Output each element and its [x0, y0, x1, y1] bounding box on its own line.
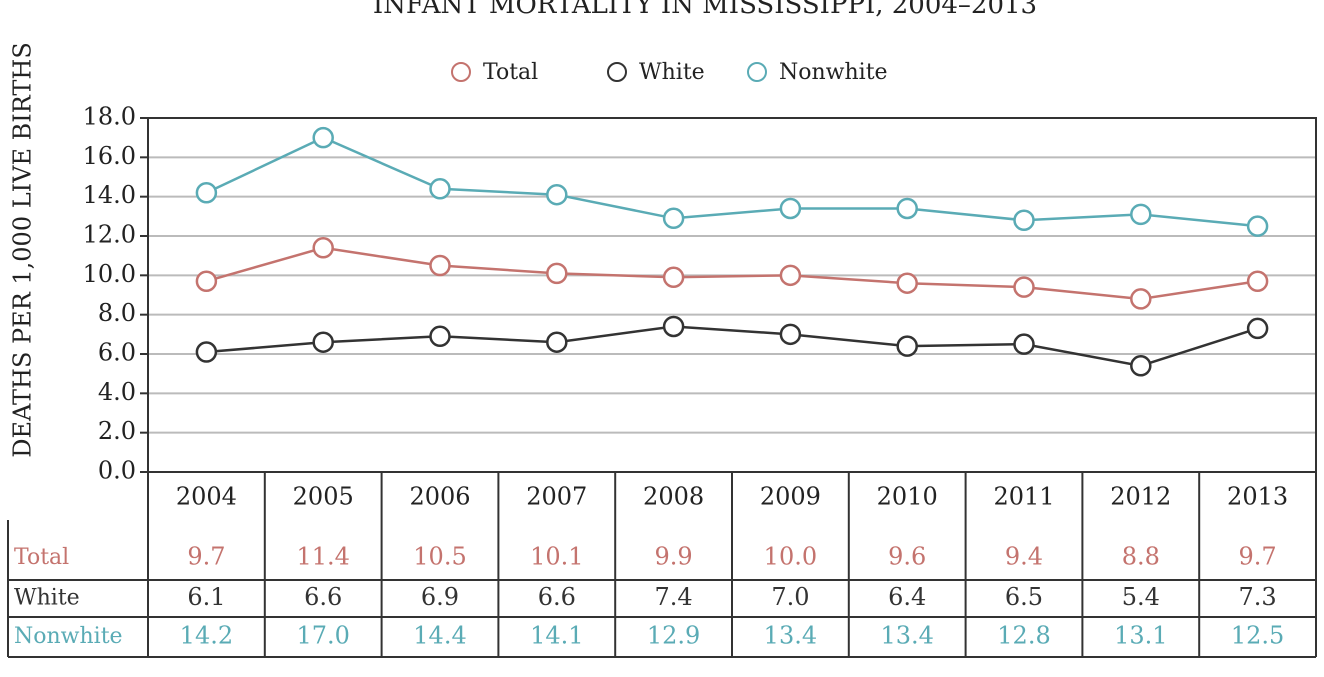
data-point [1130, 203, 1152, 226]
y-tick-label: 16.0 [83, 142, 136, 170]
table-cell: 10.0 [764, 543, 817, 571]
data-point [1013, 333, 1035, 355]
data-point [662, 207, 685, 230]
series-line [206, 325, 1258, 368]
table-row-label: Total [14, 545, 69, 570]
x-tick-label: 2012 [1110, 483, 1171, 511]
data-point [429, 325, 451, 348]
y-tick-label: 4.0 [98, 378, 136, 406]
table-cell: 5.4 [1122, 583, 1160, 611]
table-cell: 13.1 [1114, 622, 1167, 650]
data-point [195, 341, 218, 363]
table-cell: 10.1 [530, 543, 583, 571]
series-line [206, 246, 1258, 301]
table-cell: 9.4 [1005, 543, 1043, 571]
table-cell: 14.4 [413, 622, 466, 650]
legend-marker [607, 62, 627, 82]
table-cell: 12.8 [997, 622, 1050, 650]
data-point [896, 335, 918, 357]
table-cell: 6.6 [304, 583, 342, 611]
table-cell: 7.3 [1239, 583, 1277, 611]
table-cell: 6.6 [538, 583, 576, 611]
table-cell: 8.8 [1122, 543, 1160, 571]
table-cell: 7.4 [655, 583, 693, 611]
data-point [546, 183, 568, 206]
table-cell: 14.2 [180, 622, 233, 650]
table-cell: 6.5 [1005, 583, 1043, 611]
legend-marker [747, 62, 767, 82]
y-tick-label: 18.0 [83, 103, 136, 131]
data-point [429, 178, 451, 200]
y-tick-label: 14.0 [83, 181, 136, 209]
table-cell: 6.1 [187, 583, 225, 611]
table-cell: 12.5 [1231, 622, 1284, 650]
data-point [896, 197, 918, 220]
table-cell: 9.6 [888, 543, 926, 571]
data-point [1246, 270, 1269, 292]
x-tick-label: 2005 [293, 483, 354, 511]
x-tick-label: 2011 [993, 483, 1054, 511]
data-point [312, 331, 334, 353]
data-point [779, 264, 802, 287]
legend-label: Nonwhite [779, 60, 888, 85]
data-point [546, 262, 568, 285]
data-point [1246, 215, 1269, 237]
table-cell: 9.7 [1239, 543, 1277, 571]
data-point [779, 197, 802, 220]
x-tick-label: 2004 [176, 483, 237, 511]
y-tick-label: 2.0 [98, 417, 136, 445]
y-tick-label: 6.0 [98, 339, 136, 367]
table-cell: 11.4 [296, 543, 349, 571]
data-point [1130, 288, 1152, 310]
data-point [779, 323, 802, 346]
table-cell: 17.0 [296, 622, 349, 650]
table-cell: 7.0 [771, 583, 809, 611]
table-cell: 9.7 [187, 543, 225, 571]
data-point [546, 331, 568, 353]
table-cell: 14.1 [530, 622, 583, 650]
y-tick-label: 12.0 [83, 221, 136, 249]
y-axis-label: DEATHS PER 1,000 LIVE BIRTHS [9, 42, 37, 458]
legend-marker [451, 62, 471, 82]
x-tick-label: 2009 [760, 483, 821, 511]
data-point [429, 254, 451, 277]
data-point [1130, 355, 1152, 377]
legend-label: White [639, 60, 705, 85]
table-cell: 13.4 [880, 622, 933, 650]
x-tick-label: 2006 [409, 483, 470, 511]
table-cell: 6.9 [421, 583, 459, 611]
data-point [195, 181, 218, 204]
x-tick-label: 2013 [1227, 483, 1288, 511]
data-point [195, 270, 218, 292]
data-point [662, 266, 685, 289]
table-cell: 10.5 [413, 543, 466, 571]
x-tick-label: 2010 [877, 483, 938, 511]
chart-title: INFANT MORTALITY IN MISSISSIPPI, 2004–20… [373, 0, 1037, 20]
data-point [312, 237, 334, 259]
table-cell: 12.9 [647, 622, 700, 650]
table-row-label: Nonwhite [14, 624, 123, 649]
series-line [205, 136, 1258, 228]
table-cell: 13.4 [764, 622, 817, 650]
y-tick-label: 0.0 [98, 457, 136, 485]
data-point [1013, 209, 1035, 232]
x-tick-label: 2007 [526, 483, 587, 511]
data-point [312, 126, 334, 149]
x-tick-label: 2008 [643, 483, 704, 511]
y-tick-label: 8.0 [98, 299, 136, 327]
data-point [1013, 276, 1035, 298]
table-cell: 6.4 [888, 583, 926, 611]
table-cell: 9.9 [655, 543, 693, 571]
data-point [1246, 317, 1269, 340]
y-tick-label: 10.0 [83, 260, 136, 288]
data-point [896, 272, 918, 294]
legend-label: Total [483, 60, 538, 85]
table-row-label: White [14, 586, 80, 611]
data-point [662, 315, 685, 338]
